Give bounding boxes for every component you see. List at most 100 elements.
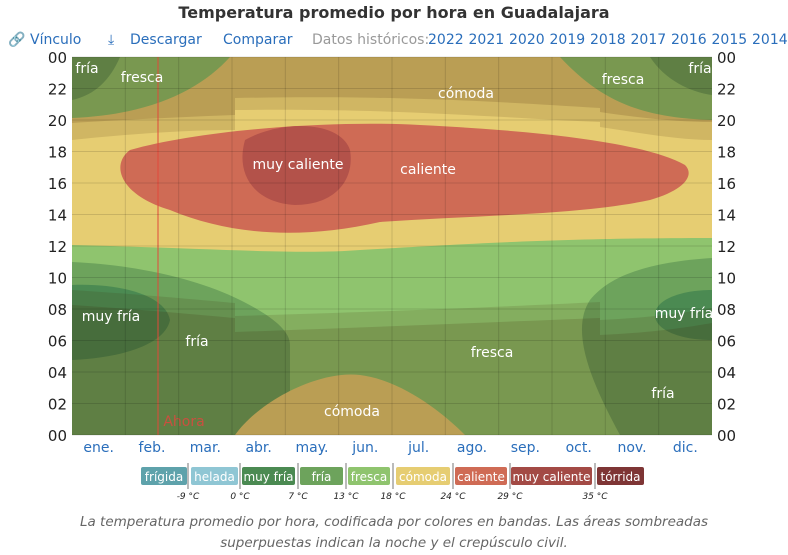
region-label: caliente — [400, 162, 456, 178]
twilight — [72, 290, 712, 435]
legend-label: tórrida — [600, 470, 640, 484]
twilight — [72, 57, 712, 140]
y2-tick-label: 00 — [717, 49, 736, 67]
x-tick-label: ago. — [457, 440, 487, 456]
x-tick-label: jul. — [407, 440, 429, 456]
historic-label: Datos históricos: — [312, 32, 429, 48]
region-label: muy caliente — [253, 157, 344, 173]
title: Temperatura promedio por hora en Guadala… — [178, 3, 609, 22]
legend-swatch — [396, 467, 450, 485]
plot — [72, 57, 712, 435]
x-tick-label: ene. — [83, 440, 114, 456]
region-label: fresca — [471, 345, 514, 361]
legend-threshold: 13 °C — [333, 492, 359, 502]
night — [72, 305, 712, 435]
legend-swatch — [242, 467, 295, 485]
link-icon: ⤓ — [108, 32, 114, 48]
legend-threshold: 0 °C — [230, 492, 250, 502]
chart: Temperatura promedio por hora en Guadala… — [8, 3, 788, 502]
legend-label: caliente — [457, 470, 505, 484]
y2-tick-label: 04 — [717, 364, 736, 382]
band — [242, 126, 351, 205]
region-label: fresca — [602, 72, 645, 88]
year-link[interactable]: 2016 — [671, 32, 707, 48]
link[interactable]: Vínculo — [30, 32, 81, 48]
x-tick-label: jun. — [351, 440, 378, 456]
y2-tick-label: 00 — [717, 427, 736, 445]
year-link[interactable]: 2014 — [752, 32, 788, 48]
legend-threshold: 7 °C — [288, 492, 308, 502]
y-tick-label: 08 — [48, 301, 67, 319]
legend-label: fresca — [351, 470, 387, 484]
year-link[interactable]: 2019 — [550, 32, 586, 48]
legend-label: fría — [312, 470, 332, 484]
y-tick-label: 06 — [48, 333, 67, 351]
x-tick-label: feb. — [139, 440, 166, 456]
legend-swatch — [348, 467, 390, 485]
region-label: cómoda — [324, 404, 380, 420]
y2-tick-label: 14 — [717, 207, 736, 225]
legend-label: frígida — [145, 470, 183, 484]
caption: La temperatura promedio por hora, codifi… — [79, 514, 709, 551]
region-label: muy fría — [655, 306, 713, 322]
x-tick-label: sep. — [511, 440, 540, 456]
legend-threshold: 29 °C — [497, 492, 523, 502]
y-tick-label: 04 — [48, 364, 67, 382]
y-tick-label: 20 — [48, 112, 67, 130]
y-tick-label: 10 — [48, 270, 67, 288]
band — [235, 374, 465, 435]
y2-tick-label: 08 — [717, 301, 736, 319]
legend-threshold: -9 °C — [177, 492, 200, 502]
legend-label: muy caliente — [513, 470, 591, 484]
y2-tick-label: 06 — [717, 333, 736, 351]
now-label: Ahora — [163, 414, 204, 430]
legend-swatch — [511, 467, 592, 485]
x-tick-label: dic. — [673, 440, 698, 456]
year-link[interactable]: 2015 — [712, 32, 748, 48]
y-tick-label: 14 — [48, 207, 67, 225]
band — [72, 284, 170, 360]
legend-threshold: 24 °C — [440, 492, 466, 502]
legend-label: cómoda — [399, 470, 447, 484]
year-link[interactable]: 2021 — [469, 32, 505, 48]
legend-threshold: 35 °C — [582, 492, 608, 502]
region-label: cómoda — [438, 86, 494, 102]
year-link[interactable]: 2022 — [428, 32, 464, 48]
year-link[interactable]: 2020 — [509, 32, 545, 48]
link-icon: 🔗 — [8, 30, 26, 48]
band — [72, 57, 120, 100]
y-tick-label: 16 — [48, 175, 67, 193]
legend-swatch — [300, 467, 343, 485]
region-label: fría — [75, 61, 98, 77]
region-label: fresca — [121, 70, 164, 86]
y2-tick-label: 20 — [717, 112, 736, 130]
region-label: fría — [651, 386, 674, 402]
x-tick-label: abr. — [245, 440, 271, 456]
x-tick-label: oct. — [566, 440, 592, 456]
y-tick-label: 12 — [48, 238, 67, 256]
y2-tick-label: 16 — [717, 175, 736, 193]
region-label: muy fría — [82, 309, 140, 325]
band — [650, 57, 712, 95]
x-tick-label: nov. — [617, 440, 646, 456]
year-link[interactable]: 2017 — [631, 32, 667, 48]
x-tick-label: may. — [296, 440, 329, 456]
year-link[interactable]: 2018 — [590, 32, 626, 48]
y-tick-label: 00 — [48, 49, 67, 67]
legend-label: helada — [194, 470, 235, 484]
region-label: fría — [688, 61, 711, 77]
legend-swatch — [455, 467, 507, 485]
link[interactable]: Descargar — [130, 32, 202, 48]
legend-swatch — [141, 467, 187, 485]
region-label: fría — [185, 334, 208, 350]
y2-tick-label: 18 — [717, 144, 736, 162]
band — [655, 290, 712, 340]
legend-threshold: 18 °C — [380, 492, 406, 502]
link[interactable]: Comparar — [223, 32, 293, 48]
y-tick-label: 18 — [48, 144, 67, 162]
x-tick-label: mar. — [190, 440, 221, 456]
y-tick-label: 00 — [48, 427, 67, 445]
legend-label: muy fría — [243, 470, 293, 484]
y-tick-label: 02 — [48, 396, 67, 414]
